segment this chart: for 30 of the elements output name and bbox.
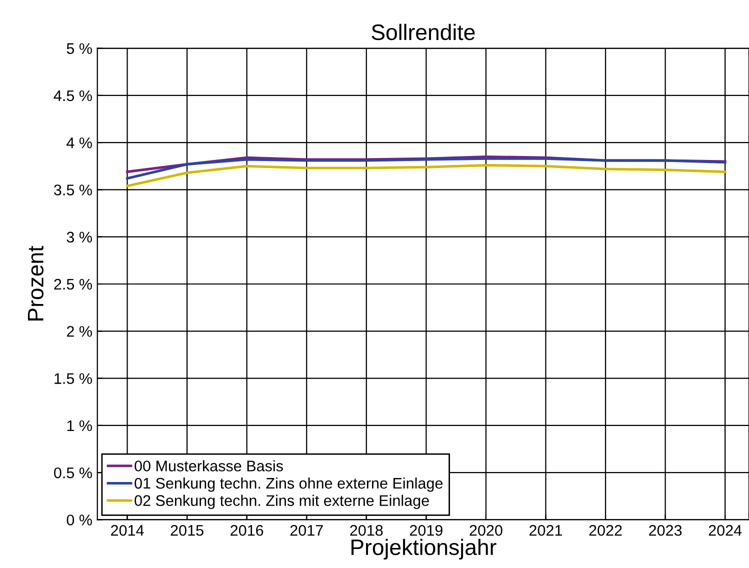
x-tick-label: 2014 bbox=[111, 524, 144, 536]
x-tick-label: 2016 bbox=[230, 524, 264, 536]
x-tick-label: 2019 bbox=[410, 524, 442, 536]
x-tick-label: 2023 bbox=[649, 524, 682, 536]
y-tick-label: 4.5 % bbox=[54, 90, 92, 102]
line-series bbox=[126, 164, 726, 188]
line-series bbox=[126, 157, 726, 180]
legend-label: 02 Senkung techn. Zins mit externe Einlage bbox=[134, 494, 429, 510]
x-tick-label: 2018 bbox=[350, 524, 383, 536]
y-tick-label: 2.5 % bbox=[54, 278, 92, 290]
y-tick-label: 3.5 % bbox=[54, 184, 92, 196]
y-tick-label: 0 % bbox=[66, 514, 92, 526]
y-tick-label: 3 % bbox=[66, 232, 92, 243]
y-tick-label: 5 % bbox=[66, 43, 92, 54]
x-tick-label: 2017 bbox=[290, 524, 323, 536]
y-tick-label: 1.5 % bbox=[54, 373, 92, 384]
chart-title: Sollrendite bbox=[372, 24, 475, 40]
x-tick-label: 2022 bbox=[589, 524, 622, 536]
x-tick-label: 2024 bbox=[708, 524, 742, 536]
y-tick-label: 1 % bbox=[67, 420, 92, 432]
x-tick-label: 2015 bbox=[170, 524, 204, 536]
y-axis-title: Prozent bbox=[28, 246, 44, 320]
y-tick-label: 2 % bbox=[66, 326, 92, 337]
y-tick-label: 4 % bbox=[66, 138, 92, 148]
x-axis-title: Projektionsjahr bbox=[352, 538, 496, 560]
legend-label: 01 Senkung techn. Zins ohne externe Einlage bbox=[134, 477, 443, 492]
y-tick-label: 0.5 % bbox=[54, 467, 92, 478]
legend-label: 00 Musterkasse Basis bbox=[134, 460, 283, 472]
x-tick-label: 2020 bbox=[470, 524, 502, 536]
x-tick-label: 2021 bbox=[530, 524, 562, 536]
